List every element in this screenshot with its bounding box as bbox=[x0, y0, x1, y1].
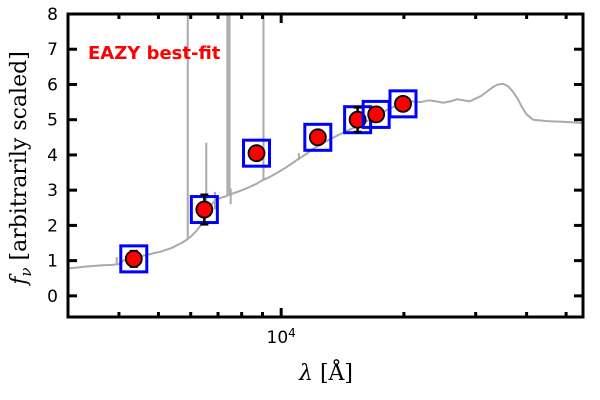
y-tick-label: 0 bbox=[47, 287, 58, 307]
y-tick-label: 4 bbox=[47, 146, 58, 166]
model-flux-box bbox=[388, 89, 418, 119]
axis-ticks bbox=[68, 12, 583, 317]
x-tick-label: 104 bbox=[267, 326, 296, 348]
x-axis-label: λ [Å] bbox=[298, 358, 353, 386]
model-flux-box bbox=[119, 244, 149, 274]
photometry-point bbox=[348, 110, 367, 129]
photometry-point bbox=[195, 200, 214, 219]
y-tick-label: 3 bbox=[47, 181, 58, 201]
photometry-point bbox=[308, 128, 327, 147]
photometry-point bbox=[394, 94, 412, 113]
plot-frame bbox=[66, 12, 585, 319]
y-tick-label: 2 bbox=[47, 216, 58, 236]
photometry-point bbox=[367, 105, 386, 124]
y-axis-label: fν [arbitrarily scaled] bbox=[7, 51, 35, 287]
photometry-point bbox=[124, 249, 143, 268]
photometry-point bbox=[247, 144, 266, 163]
observed-photometry-points bbox=[119, 89, 418, 274]
eazy-bestfit-annotation: EAZY best-fit bbox=[88, 43, 221, 64]
y-tick-label: 5 bbox=[47, 111, 58, 131]
y-tick-label: 8 bbox=[47, 5, 58, 25]
y-axis-label-text: fν [arbitrarily scaled] bbox=[7, 51, 35, 287]
y-tick-label: 1 bbox=[47, 252, 58, 272]
y-tick-label: 7 bbox=[47, 40, 58, 60]
axis-tick-labels: 104 0 1 2 3 4 5 6 7 8 bbox=[47, 5, 296, 348]
axes-frame bbox=[66, 12, 585, 319]
y-tick-label: 6 bbox=[47, 75, 58, 95]
model-flux-box bbox=[303, 122, 333, 152]
model-flux-box bbox=[242, 138, 272, 168]
